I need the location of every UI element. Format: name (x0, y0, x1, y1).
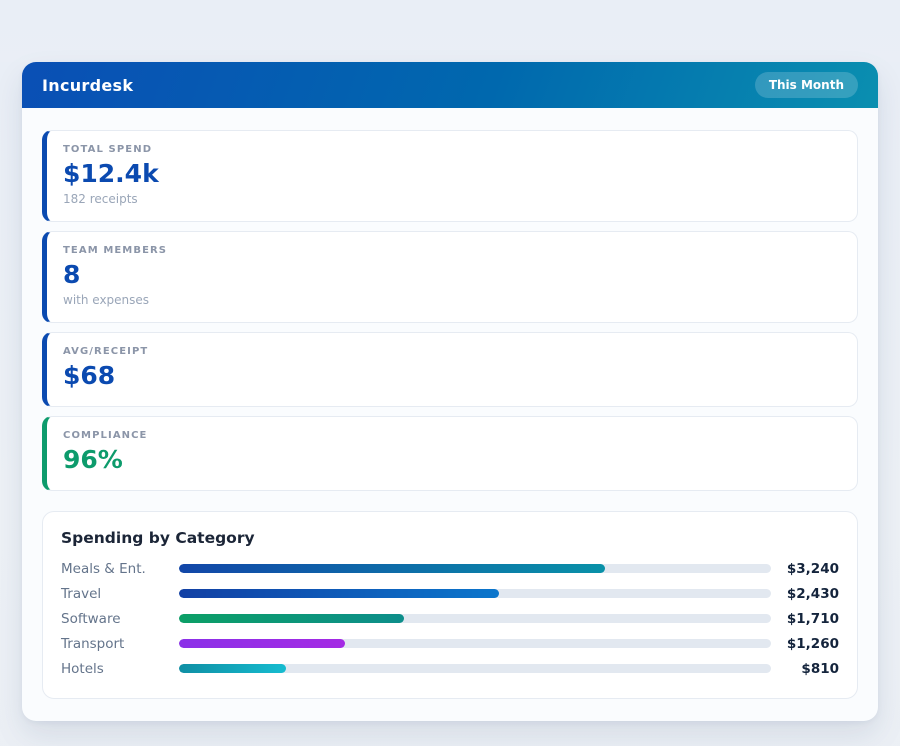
bar-track (179, 639, 771, 648)
dashboard-panel: Incurdesk This Month TOTAL SPEND $12.4k … (22, 62, 878, 721)
chart-row-hotels: Hotels $810 (61, 656, 839, 681)
category-label: Travel (61, 585, 102, 602)
stat-label: TEAM MEMBERS (63, 245, 168, 256)
stat-label: TOTAL SPEND (63, 144, 153, 155)
dashboard-content: TOTAL SPEND $12.4k 182 receipts TEAM MEM… (22, 108, 878, 721)
stat-value: 96% (63, 445, 123, 474)
stat-card-total-spend: TOTAL SPEND $12.4k 182 receipts (42, 130, 858, 222)
stat-caption: 182 receipts (63, 192, 138, 206)
category-value: $1,260 (786, 635, 839, 652)
stat-caption: with expenses (63, 293, 150, 307)
stat-value: $68 (63, 361, 116, 390)
stat-value: 8 (63, 260, 81, 289)
bar-track (179, 664, 771, 673)
category-label: Meals & Ent. (61, 560, 146, 577)
category-value: $2,430 (786, 585, 839, 602)
category-label: Transport (61, 635, 125, 652)
stat-label: AVG/RECEIPT (63, 346, 149, 357)
spending-by-category-card: Spending by Category Meals & Ent. $3,240… (42, 511, 858, 699)
app-title: Incurdesk (42, 75, 134, 95)
bar-fill (179, 639, 345, 648)
bar-fill (179, 664, 286, 673)
bar-fill (179, 564, 606, 573)
category-value: $3,240 (786, 560, 839, 577)
category-label: Software (61, 610, 121, 627)
category-value: $810 (801, 660, 839, 677)
period-badge[interactable]: This Month (754, 72, 858, 98)
bar-fill (179, 614, 404, 623)
bar-fill (179, 589, 499, 598)
stat-value: $12.4k (63, 159, 159, 188)
app-header: Incurdesk This Month (22, 62, 878, 108)
chart-title: Spending by Category (61, 529, 255, 547)
bar-track (179, 564, 771, 573)
bar-track (179, 589, 771, 598)
category-label: Hotels (61, 660, 104, 677)
category-value: $1,710 (786, 610, 839, 627)
stat-card-compliance: COMPLIANCE 96% (42, 416, 858, 491)
chart-row-meals: Meals & Ent. $3,240 (61, 556, 839, 581)
chart-row-software: Software $1,710 (61, 606, 839, 631)
chart-row-transport: Transport $1,260 (61, 631, 839, 656)
stat-card-avg-receipt: AVG/RECEIPT $68 (42, 332, 858, 407)
stat-card-team-members: TEAM MEMBERS 8 with expenses (42, 231, 858, 323)
bar-track (179, 614, 771, 623)
stat-label: COMPLIANCE (63, 430, 148, 441)
chart-row-travel: Travel $2,430 (61, 581, 839, 606)
